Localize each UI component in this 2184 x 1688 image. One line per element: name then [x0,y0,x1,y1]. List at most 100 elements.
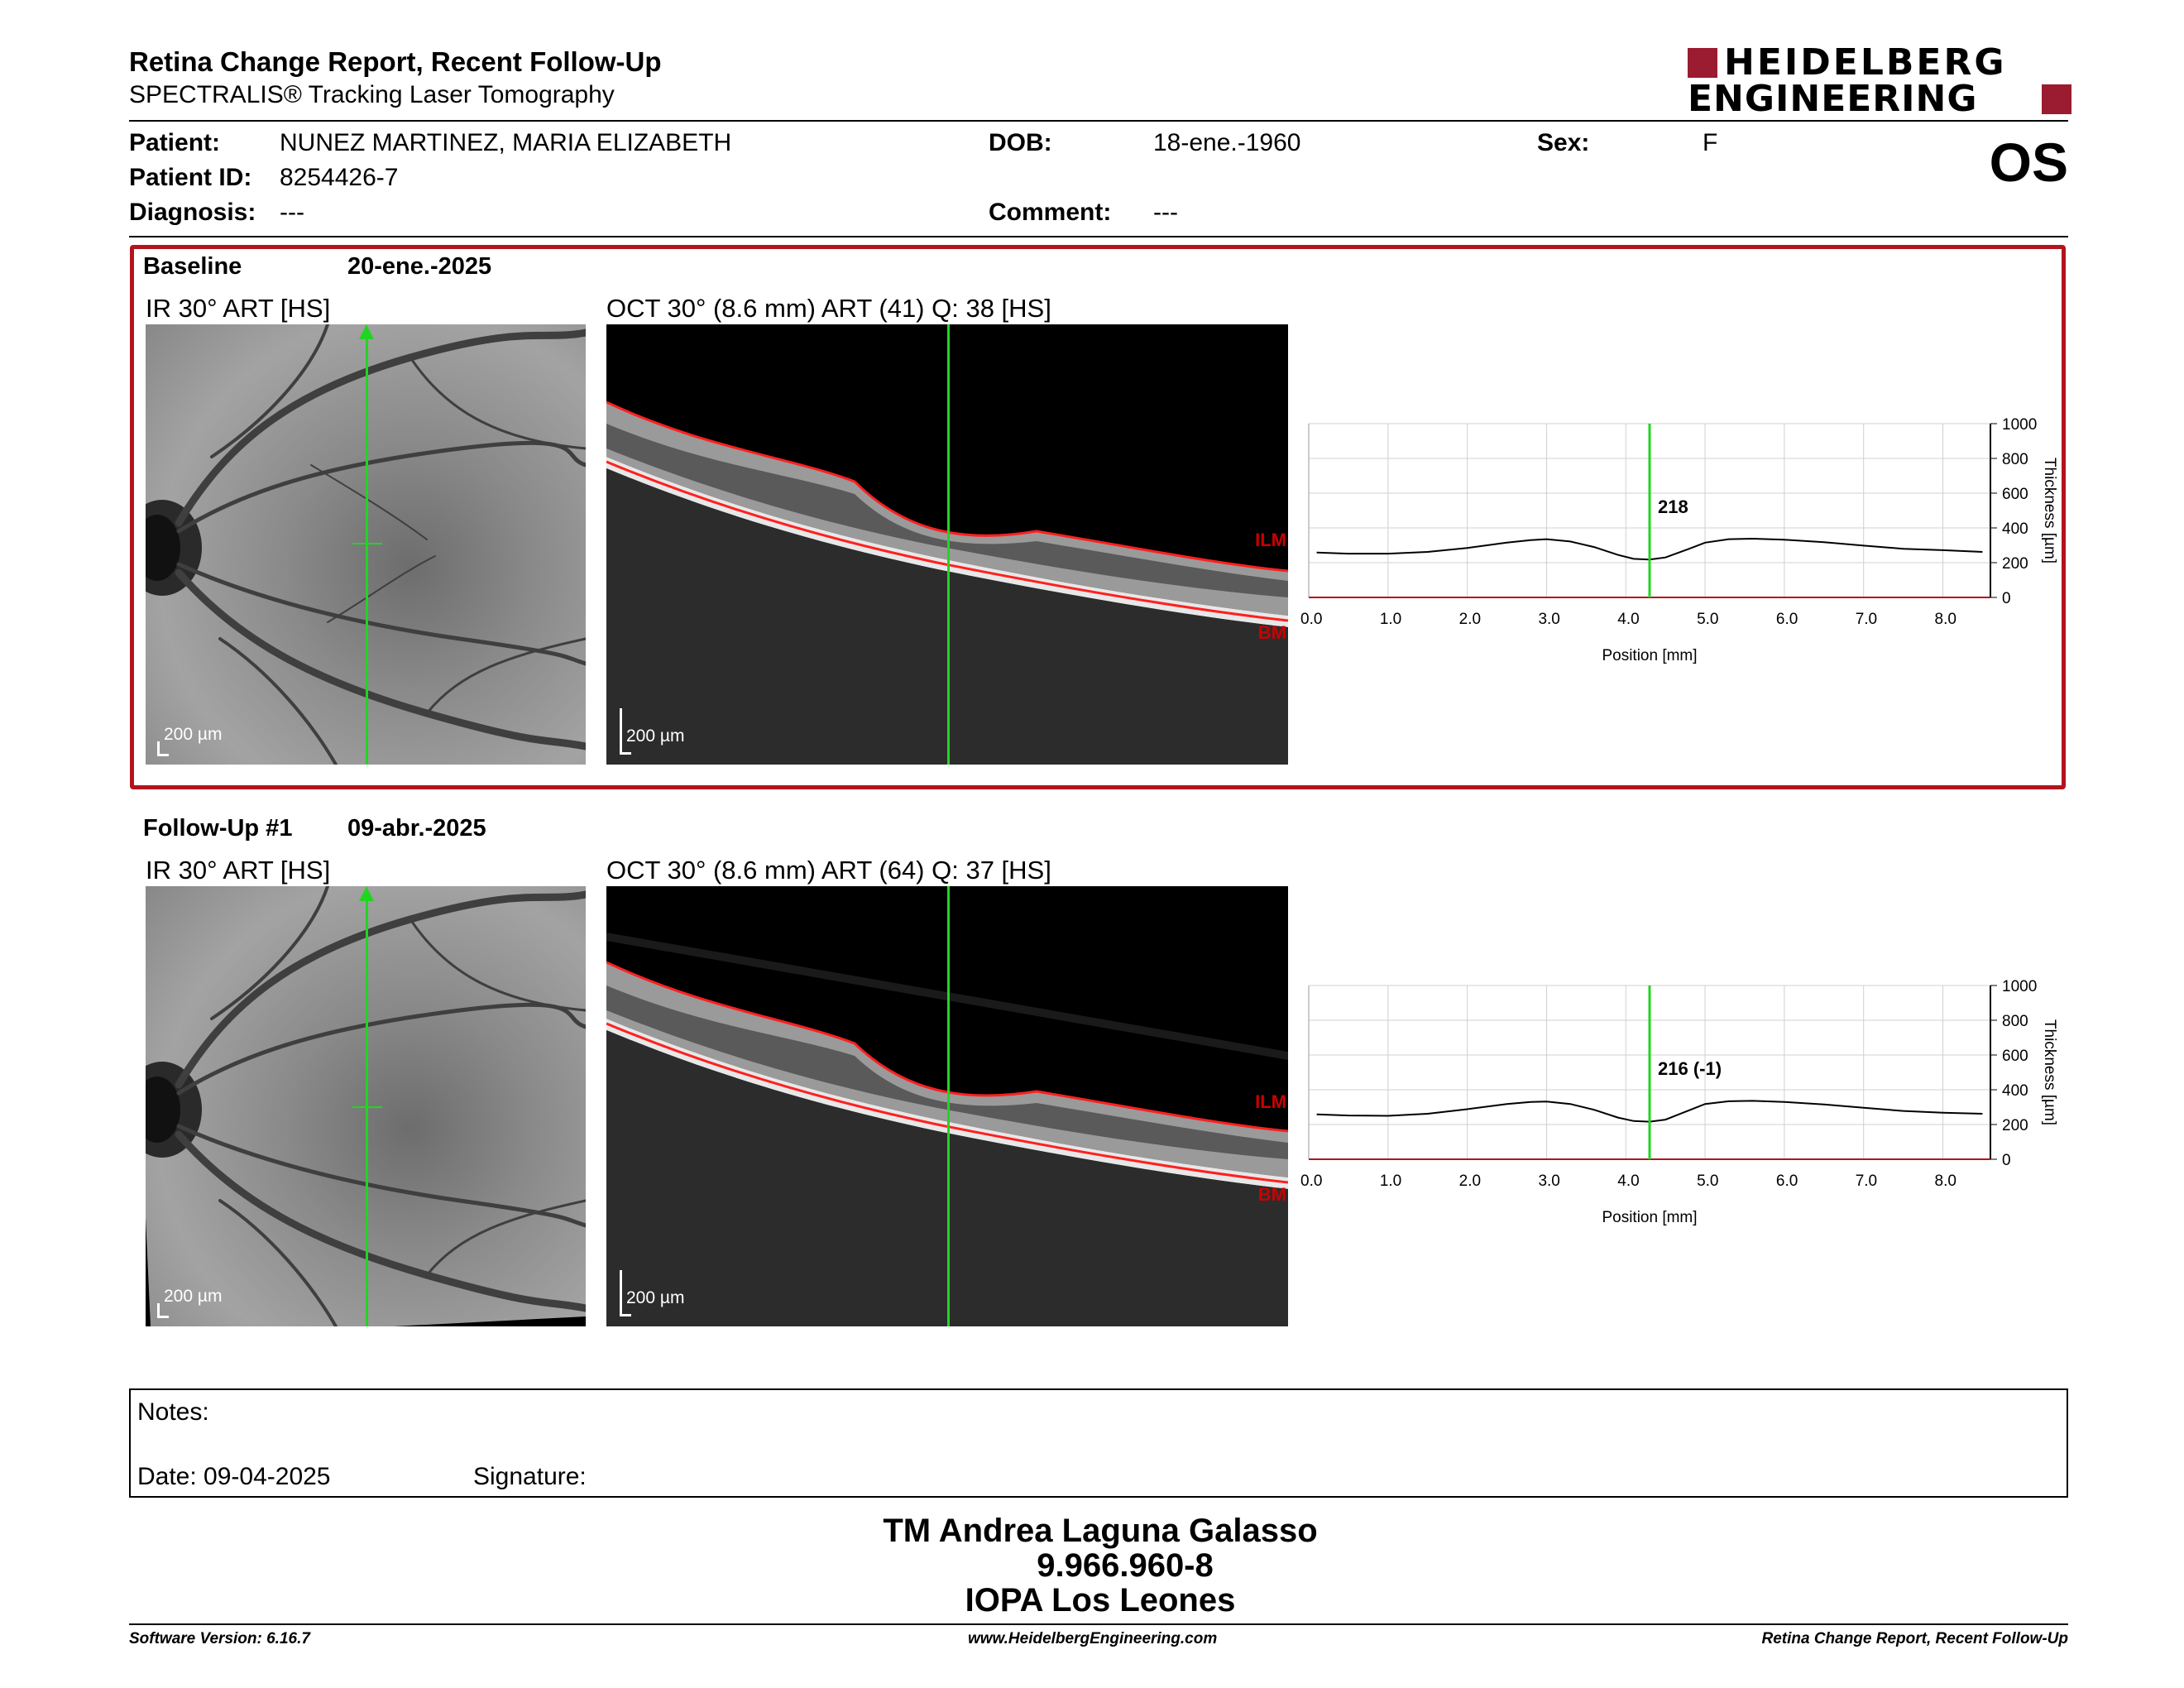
baseline-oct-bscan[interactable]: ILM BM 200 µm [606,324,1288,765]
baseline-date: 20-ene.-2025 [347,253,492,280]
diagnosis-value: --- [280,199,304,226]
report-title: Retina Change Report, Recent Follow-Up [129,46,662,77]
baseline-scan-arrow-icon [359,324,374,339]
baseline-oct-ilm-label: ILM [1255,530,1286,550]
footer-rule [129,1623,2068,1625]
followup-oct-scale-label: 200 µm [626,1288,685,1307]
followup-ir-fundus-image[interactable]: 200 µm [146,886,586,1326]
report-subtitle: SPECTRALIS® Tracking Laser Tomography [129,81,615,108]
y-tick-label: 0 [2002,1152,2011,1169]
y-tick-label: 800 [2002,1013,2028,1030]
followup-oct-cursor-line [947,886,950,1326]
logo-line1: HEIDELBERG [1724,41,2007,84]
followup-thickness-chart: 0 200 400 600 800 1000 0.0 1.0 2.0 3.0 4.0 5.0 6.0 7.… [1300,978,2058,1226]
baseline-oct-scalebar: 200 µm [620,708,719,755]
baseline-ir-fundus-image[interactable]: 200 µm [146,324,586,765]
followup-scan-arrow-icon [359,886,374,901]
footer-software-version: Software Version: 6.16.7 [129,1630,310,1647]
baseline-scan-line [366,331,368,765]
y-axis-label: Thickness [µm] [2041,1019,2058,1125]
baseline-ir-title: IR 30° ART [HS] [146,294,331,323]
x-tick-label: 3.0 [1538,1172,1559,1190]
y-tick-label: 800 [2002,451,2028,468]
followup-oct-title: OCT 30° (8.6 mm) ART (64) Q: 37 [HS] [606,856,1051,885]
footer-website-link[interactable]: www.HeidelbergEngineering.com [968,1630,1218,1647]
diagnosis-label: Diagnosis: [129,199,256,226]
logo-line2: ENGINEERING [1688,78,1978,120]
y-axis-label: Thickness [µm] [2041,458,2058,563]
baseline-label: Baseline [143,253,242,280]
eye-badge: OS [1989,132,2068,193]
logo-square-top [1688,48,1717,78]
y-tick-label: 200 [2002,1117,2028,1134]
fundus-vessels [146,324,586,765]
baseline-ir-scale-label: 200 µm [164,725,223,744]
logo-square-bottom [2042,84,2071,114]
y-tick-label: 600 [2002,486,2028,503]
baseline-ir-scalebar: 200 µm [157,725,256,756]
followup-oct-scalebar: 200 µm [620,1270,719,1316]
followup-center-mark [352,1106,382,1108]
footer-report-name: Retina Change Report, Recent Follow-Up [1761,1630,2068,1647]
x-axis-label: Position [mm] [1602,647,1697,664]
sex-value: F [1703,129,1718,156]
followup-oct-ilm-label: ILM [1255,1091,1286,1112]
dob-value: 18-ene.-1960 [1153,129,1301,156]
baseline-oct-bm-label: BM [1257,622,1286,643]
x-tick-label: 4.0 [1617,611,1639,628]
thickness-series-line [1316,537,1983,561]
x-tick-label: 6.0 [1776,611,1798,628]
x-tick-label: 4.0 [1617,1172,1639,1190]
x-tick-label: 2.0 [1459,611,1481,628]
y-tick-label: 1000 [2002,416,2037,434]
notes-box[interactable]: Notes: Date: 09-04-2025 Signature: [129,1388,2068,1498]
followup-label: Follow-Up #1 [143,815,293,842]
followup-oct-bscan[interactable]: ILM BM 200 µm [606,886,1288,1326]
y-tick-label: 1000 [2002,978,2037,995]
notes-date: Date: 09-04-2025 [137,1463,331,1490]
signer-org: IOPA Los Leones [965,1582,1236,1618]
patient-rule [129,236,2068,237]
x-tick-label: 5.0 [1697,611,1718,628]
thickness-series-line [1316,1100,1983,1123]
followup-scan-line [366,893,368,1326]
x-tick-label: 3.0 [1538,611,1559,628]
followup-date: 09-abr.-2025 [347,815,486,842]
baseline-thickness-chart: 0 200 400 600 800 1000 0.0 1.0 2.0 3.0 4.0 5.0 6.0 7.… [1300,416,2058,664]
comment-value: --- [1153,199,1178,226]
sex-label: Sex: [1537,129,1590,156]
x-tick-label: 8.0 [1935,611,1956,628]
patient-label: Patient: [129,129,221,156]
y-tick-label: 400 [2002,1082,2028,1100]
x-axis-label: Position [mm] [1602,1209,1697,1226]
patient-id-label: Patient ID: [129,164,252,191]
baseline-oct-scale-label: 200 µm [626,727,685,746]
y-tick-label: 0 [2002,590,2011,607]
followup-ir-scale-label: 200 µm [164,1287,223,1306]
x-tick-label: 8.0 [1935,1172,1956,1190]
comment-label: Comment: [989,199,1112,226]
followup-ir-title: IR 30° ART [HS] [146,856,331,885]
x-tick-label: 2.0 [1459,1172,1481,1190]
header-rule [129,120,2068,122]
patient-id-value: 8254426-7 [280,164,399,191]
fundus-vessels-2 [146,886,586,1326]
x-tick-label: 7.0 [1856,611,1877,628]
x-tick-label: 5.0 [1697,1172,1718,1190]
x-tick-label: 0.0 [1300,611,1322,628]
signer-id: 9.966.960-8 [1037,1547,1214,1584]
signer-name: TM Andrea Laguna Galasso [883,1513,1318,1549]
followup-oct-bm-label: BM [1257,1184,1286,1205]
cursor-value-label: 216 (-1) [1658,1058,1722,1079]
x-tick-label: 6.0 [1776,1172,1798,1190]
baseline-oct-title: OCT 30° (8.6 mm) ART (41) Q: 38 [HS] [606,294,1051,323]
followup-ir-scalebar: 200 µm [157,1287,256,1318]
y-tick-label: 400 [2002,520,2028,538]
y-tick-label: 200 [2002,555,2028,573]
baseline-frame [130,245,2066,789]
patient-name: NUNEZ MARTINEZ, MARIA ELIZABETH [280,129,732,156]
cursor-value-label: 218 [1658,496,1688,517]
y-tick-label: 600 [2002,1048,2028,1065]
x-tick-label: 1.0 [1380,611,1401,628]
baseline-oct-cursor-line [947,324,950,765]
